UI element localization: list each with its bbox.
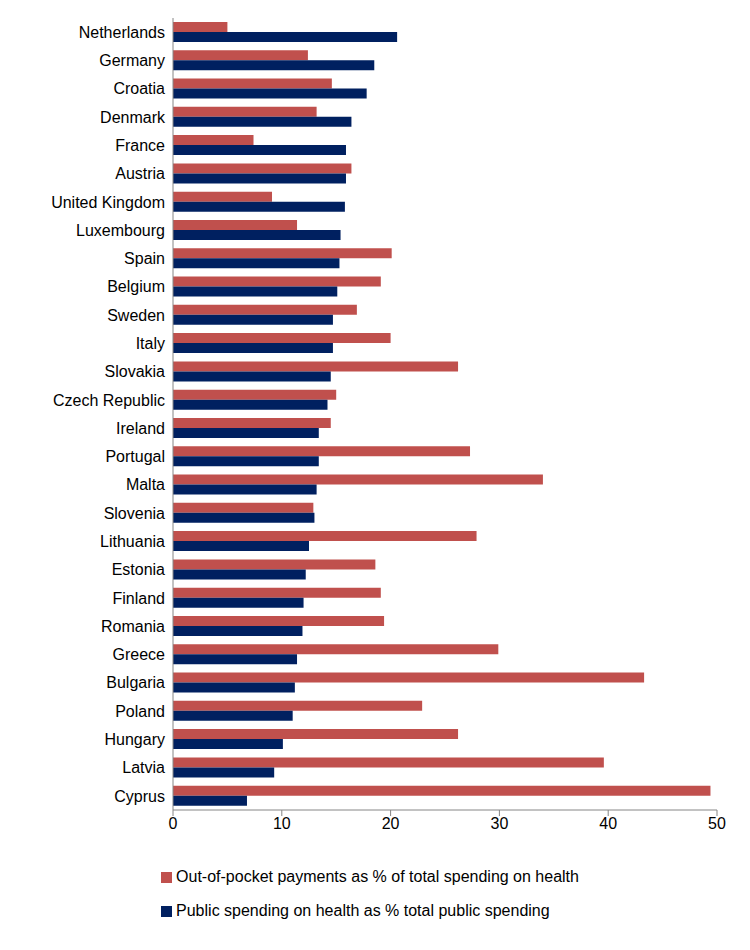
svg-text:Poland: Poland — [115, 703, 165, 720]
svg-text:Romania: Romania — [101, 618, 165, 635]
svg-text:Ireland: Ireland — [116, 420, 165, 437]
svg-text:France: France — [115, 137, 165, 154]
svg-text:Bulgaria: Bulgaria — [106, 674, 165, 691]
svg-text:10: 10 — [273, 815, 291, 832]
svg-text:Italy: Italy — [136, 335, 165, 352]
svg-text:Czech Republic: Czech Republic — [53, 392, 165, 409]
svg-text:Cyprus: Cyprus — [114, 788, 165, 805]
svg-text:0: 0 — [169, 815, 178, 832]
html-text:Out-of-pocket payments as % of: Out-of-pocket payments as % of total spe… — [176, 868, 579, 885]
svg-text:Slovenia: Slovenia — [104, 505, 165, 522]
svg-text:Germany: Germany — [99, 52, 165, 69]
svg-text:United Kingdom: United Kingdom — [51, 194, 165, 211]
svg-text:Lithuania: Lithuania — [100, 533, 165, 550]
svg-text:Austria: Austria — [115, 165, 165, 182]
svg-text:Latvia: Latvia — [122, 759, 165, 776]
html-text:Public spending on health as %: Public spending on health as % total pub… — [176, 902, 550, 919]
svg-text:20: 20 — [382, 815, 400, 832]
svg-text:Hungary: Hungary — [105, 731, 165, 748]
svg-text:40: 40 — [599, 815, 617, 832]
svg-text:30: 30 — [491, 815, 509, 832]
svg-text:Netherlands: Netherlands — [79, 24, 165, 41]
svg-text:Croatia: Croatia — [113, 80, 165, 97]
svg-text:Sweden: Sweden — [107, 307, 165, 324]
svg-text:Finland: Finland — [113, 590, 165, 607]
svg-text:Belgium: Belgium — [107, 278, 165, 295]
svg-text:Luxembourg: Luxembourg — [76, 222, 165, 239]
svg-text:Portugal: Portugal — [105, 448, 165, 465]
svg-text:Malta: Malta — [126, 476, 165, 493]
svg-text:Spain: Spain — [124, 250, 165, 267]
svg-text:Greece: Greece — [113, 646, 166, 663]
svg-text:50: 50 — [708, 815, 726, 832]
svg-text:Denmark: Denmark — [100, 109, 166, 126]
svg-text:Slovakia: Slovakia — [105, 363, 166, 380]
svg-text:Estonia: Estonia — [112, 561, 165, 578]
